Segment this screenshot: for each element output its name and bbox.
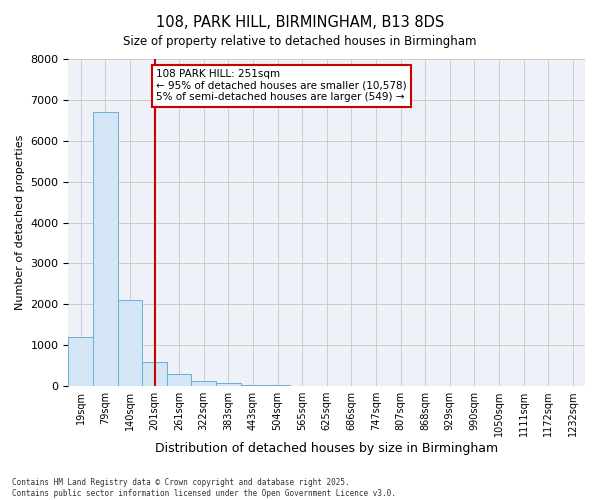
Text: Contains HM Land Registry data © Crown copyright and database right 2025.
Contai: Contains HM Land Registry data © Crown c… <box>12 478 396 498</box>
Text: 108, PARK HILL, BIRMINGHAM, B13 8DS: 108, PARK HILL, BIRMINGHAM, B13 8DS <box>156 15 444 30</box>
Bar <box>241 385 265 386</box>
Bar <box>142 362 167 386</box>
Text: 108 PARK HILL: 251sqm
← 95% of detached houses are smaller (10,578)
5% of semi-d: 108 PARK HILL: 251sqm ← 95% of detached … <box>156 69 406 102</box>
Text: Size of property relative to detached houses in Birmingham: Size of property relative to detached ho… <box>123 35 477 48</box>
Bar <box>216 383 241 386</box>
Y-axis label: Number of detached properties: Number of detached properties <box>15 135 25 310</box>
Bar <box>191 381 216 386</box>
X-axis label: Distribution of detached houses by size in Birmingham: Distribution of detached houses by size … <box>155 442 498 455</box>
Bar <box>167 374 191 386</box>
Bar <box>68 337 93 386</box>
Bar <box>118 300 142 386</box>
Bar <box>93 112 118 386</box>
